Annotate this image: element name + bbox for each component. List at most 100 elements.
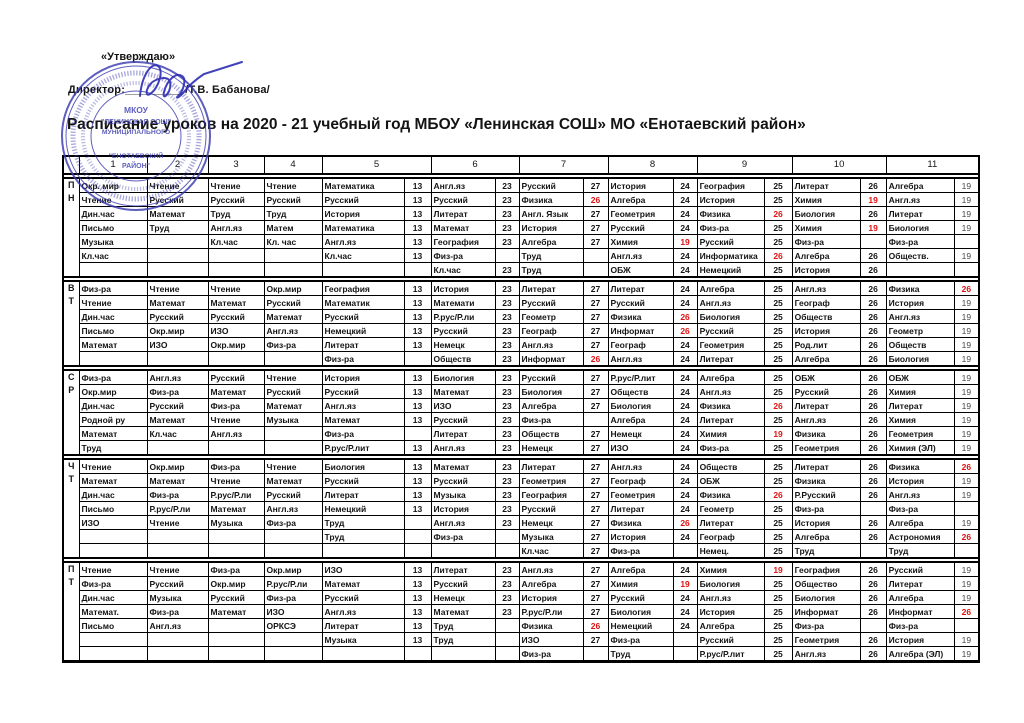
subject-cell: Англ.яз — [263, 501, 323, 516]
subject-cell: История — [791, 515, 861, 530]
room-cell: 25 — [763, 280, 793, 296]
subject-cell: Дин.час — [78, 590, 148, 605]
room-cell: 27 — [582, 384, 609, 399]
subject-cell: Англ.яз — [518, 561, 584, 577]
room-cell: 19 — [953, 351, 980, 367]
subject-cell: Литерат — [791, 398, 861, 413]
room-cell: 13 — [403, 576, 432, 591]
room-cell: 23 — [494, 412, 520, 427]
subject-cell — [207, 351, 265, 367]
subject-cell: География — [518, 487, 584, 502]
room-cell — [494, 529, 520, 544]
room-cell: 24 — [672, 440, 698, 456]
page-title: Расписание уроков на 2020 - 21 учебный г… — [67, 116, 806, 133]
subject-cell: Математ — [430, 604, 496, 619]
room-cell: 27 — [582, 543, 609, 559]
lesson-row: Родной ру Математ Чтение Музыка Математ 13 Рус… — [63, 412, 980, 427]
subject-cell: Физ-ра — [263, 515, 323, 530]
subject-cell: Физика — [518, 618, 584, 633]
room-cell: 19 — [953, 412, 980, 427]
room-cell: 24 — [672, 398, 698, 413]
subject-cell: ИЗО — [78, 515, 148, 530]
room-cell: 19 — [953, 220, 980, 235]
room-cell: 25 — [763, 646, 793, 662]
room-cell: 23 — [494, 177, 520, 193]
subject-cell: ИЗО — [607, 440, 674, 456]
lesson-row: Кл.час 27 Физ-ра Немец. 25 Труд Труд — [63, 543, 980, 559]
lesson-row: Дин.час Русский Физ-ра Математ Англ.яз 13 ИЗО 2… — [63, 398, 980, 413]
room-cell — [403, 351, 432, 367]
room-cell: 25 — [763, 384, 793, 399]
subject-cell: Чтение — [263, 458, 323, 474]
subject-cell: Русский — [146, 309, 209, 324]
room-cell: 23 — [494, 234, 520, 249]
room-cell — [672, 543, 698, 559]
room-cell: 19 — [953, 192, 980, 207]
subject-cell: Геометрия — [607, 206, 674, 221]
lesson-row: Кл.час 23 Труд ОБЖ 24 Немецкий 25 История 26 — [63, 262, 980, 278]
lesson-row: Письмо Окр.мир ИЗО Англ.яз Немецкий 13 Русский… — [63, 323, 980, 338]
subject-cell: Чтение — [146, 280, 209, 296]
subject-cell: История — [791, 323, 861, 338]
room-cell: 27 — [582, 369, 609, 385]
subject-cell: ИЗО — [430, 398, 496, 413]
subject-cell — [430, 646, 496, 662]
subject-cell: География — [321, 280, 405, 296]
room-cell: 26 — [859, 384, 887, 399]
room-cell: 25 — [763, 473, 793, 488]
subject-cell: Алгебра — [791, 351, 861, 367]
subject-cell — [146, 262, 209, 278]
subject-cell: Англ.яз — [696, 590, 765, 605]
subject-cell: Чтение — [207, 473, 265, 488]
room-cell: 25 — [763, 337, 793, 352]
room-cell — [672, 632, 698, 647]
room-cell: 19 — [953, 426, 980, 441]
subject-cell: Русский — [146, 398, 209, 413]
subject-cell: Физика — [696, 398, 765, 413]
room-cell: 13 — [403, 412, 432, 427]
room-cell: 24 — [672, 473, 698, 488]
subject-cell: Физика — [696, 206, 765, 221]
subject-cell: Немецк — [518, 440, 584, 456]
subject-cell: Труд — [321, 515, 405, 530]
room-cell — [953, 618, 980, 633]
subject-cell: Немецкий — [607, 618, 674, 633]
subject-cell: Письмо — [78, 501, 148, 516]
room-cell: 24 — [672, 280, 698, 296]
subject-cell: Химия — [885, 412, 955, 427]
subject-cell: История — [696, 192, 765, 207]
subject-cell: Математика — [321, 177, 405, 193]
subject-cell: Труд — [78, 440, 148, 456]
subject-cell: Физ-ра — [518, 646, 584, 662]
subject-cell: Немецк — [518, 515, 584, 530]
subject-cell: Окр.мир — [78, 384, 148, 399]
subject-cell: Обществ — [791, 309, 861, 324]
room-cell: 13 — [403, 561, 432, 577]
lesson-row: Дин.час Физ-ра Р.рус/Р.ли Русский Литерат 13 М… — [63, 487, 980, 502]
lesson-row: Математ Кл.час Англ.яз Физ-ра Литерат 23 Общес… — [63, 426, 980, 441]
subject-cell: Англ.яз — [321, 398, 405, 413]
subject-cell — [78, 646, 148, 662]
subject-cell: Математ — [430, 458, 496, 474]
room-cell: 27 — [582, 501, 609, 516]
room-cell: 23 — [494, 604, 520, 619]
grade-header: 1 — [78, 155, 148, 175]
subject-cell: Литерат — [518, 280, 584, 296]
subject-cell: Русский — [607, 295, 674, 310]
subject-cell — [207, 529, 265, 544]
room-cell: 24 — [672, 295, 698, 310]
subject-cell: Дин.час — [78, 206, 148, 221]
subject-cell: Русский — [321, 473, 405, 488]
room-cell: 25 — [763, 309, 793, 324]
subject-cell — [263, 440, 323, 456]
subject-cell: Физ-ра — [430, 529, 496, 544]
room-cell: 26 — [763, 398, 793, 413]
subject-cell: Кл. час — [263, 234, 323, 249]
subject-cell: Математ — [430, 220, 496, 235]
subject-cell: Физ-ра — [696, 440, 765, 456]
subject-cell: Англ.яз — [607, 248, 674, 263]
subject-cell: Англ.яз — [430, 515, 496, 530]
room-cell: 27 — [582, 590, 609, 605]
room-cell: 26 — [859, 632, 887, 647]
lesson-row: Математ Математ Чтение Математ Русский 13 Русс… — [63, 473, 980, 488]
